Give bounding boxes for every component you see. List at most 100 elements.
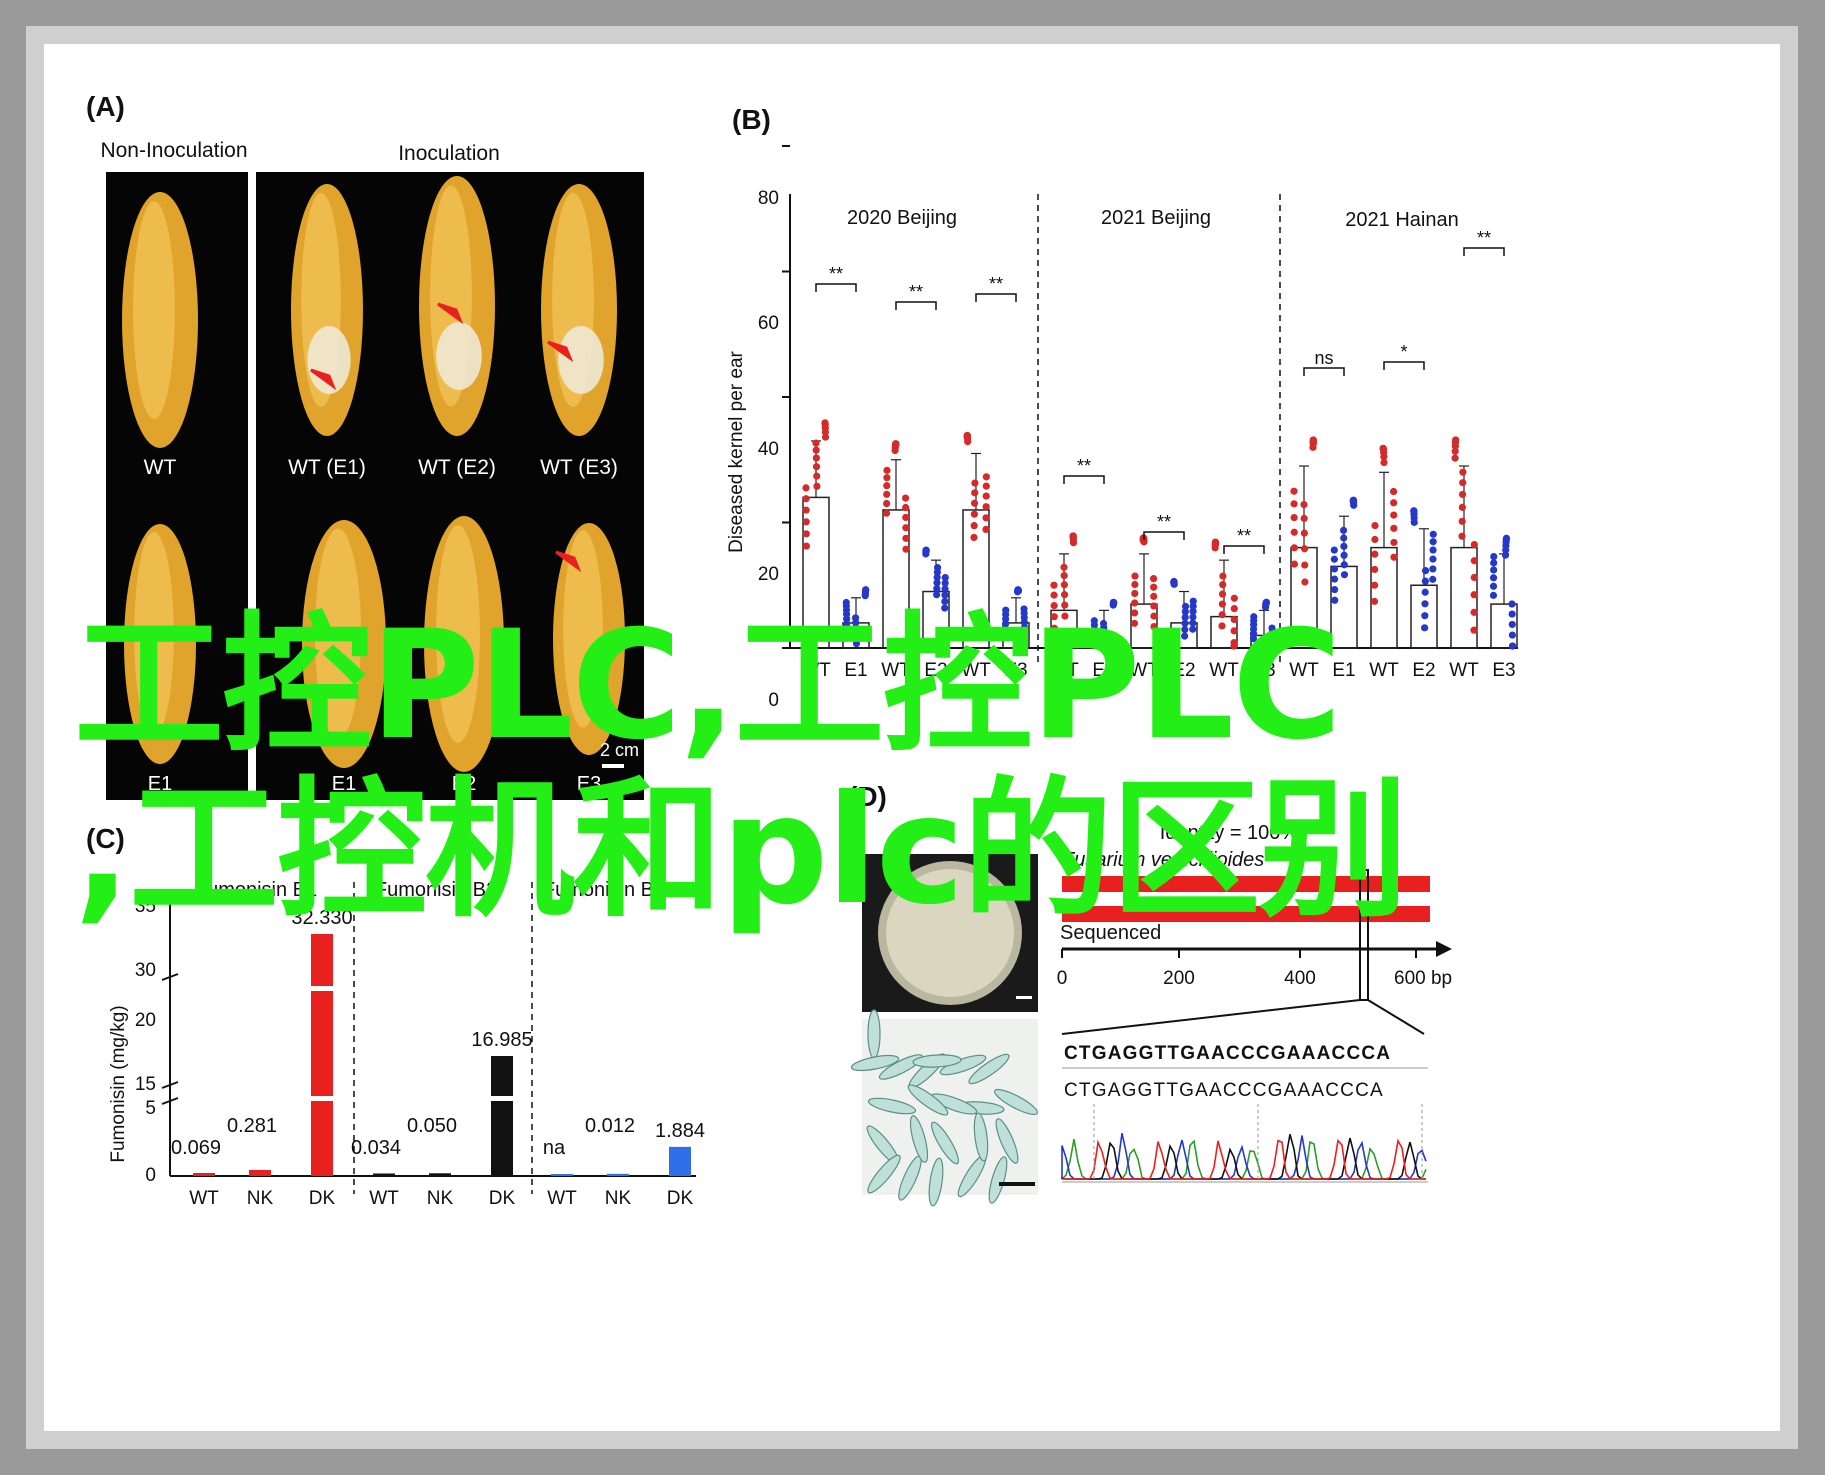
point-1-2-12: [1150, 583, 1158, 591]
point-0-3-16: [922, 547, 930, 555]
point-1-3-15: [1181, 632, 1189, 640]
point-0-2-0: [902, 545, 910, 553]
c-ytick-0: 0: [145, 1165, 156, 1186]
red-arrow-e2: [437, 302, 464, 325]
point-2-5-14: [1502, 546, 1510, 554]
point-2-4-17: [1470, 626, 1478, 634]
point-2-0-15: [1301, 578, 1309, 586]
point-1-2-6: [1150, 602, 1158, 610]
point-0-5-3: [1001, 625, 1010, 633]
scale-bar: [602, 764, 624, 768]
point-2-0-16: [1309, 443, 1317, 451]
point-2-5-3: [1489, 582, 1498, 590]
point-0-3-12: [933, 585, 941, 593]
point-1-2-1: [1131, 572, 1139, 580]
point-2-4-13: [1459, 479, 1467, 487]
point-0-0-1: [821, 433, 830, 441]
read-sequence: CTGAGGTTGAACCCGAAACCCA: [1064, 1080, 1384, 1101]
bp-tick-200: 200: [1163, 968, 1195, 989]
point-2-4-14: [1470, 608, 1478, 616]
xlabel-1-2: WT: [1129, 660, 1159, 681]
point-1-3-16: [1170, 580, 1178, 588]
red-arrow-e3: [547, 340, 574, 363]
panel-c-ylabel: Fumonisin (mg/kg): [108, 1005, 129, 1162]
spore-18: [907, 1084, 949, 1116]
point-2-2-10: [1371, 565, 1379, 574]
c-bar-0-1: [249, 1169, 271, 1176]
c-value-label-0-1: 0.281: [227, 1115, 277, 1137]
trace-1: [1061, 1133, 1427, 1180]
sig-label-1-2: **: [1237, 526, 1251, 546]
spore-7: [931, 1121, 959, 1165]
xlabel-1-1: E1: [1092, 660, 1115, 681]
point-0-5-13: [1020, 623, 1029, 631]
point-2-1-11: [1330, 575, 1339, 583]
point-0-0-16: [821, 419, 829, 427]
point-0-1-4: [852, 634, 860, 642]
c-value-label-1-0: 0.034: [351, 1137, 401, 1159]
panel-a-label: (A): [86, 91, 125, 122]
xlabel-1-0: WT: [1049, 660, 1079, 681]
point-1-0-15: [1061, 612, 1069, 620]
point-2-0-14: [1290, 500, 1298, 508]
point-1-5-7: [1268, 634, 1276, 642]
point-2-0-3: [1300, 514, 1308, 522]
point-0-0-9: [812, 463, 821, 471]
figure-canvas: (A) Non-Inoculation Inoculation WT WT (E…: [86, 91, 1518, 1209]
c-ytick-5: 5: [145, 1098, 156, 1119]
panel-b-ylabel: Diseased kernel per ear: [726, 350, 747, 552]
point-2-1-1: [1340, 571, 1349, 579]
c-bar-0-0: [193, 1173, 215, 1176]
ytick-20: 20: [758, 564, 779, 585]
point-1-4-5: [1230, 604, 1238, 613]
point-0-0-17: [802, 484, 810, 492]
ear-label-e1-a: E1: [148, 773, 172, 795]
organism-label: Fusarium verticillioides: [1062, 849, 1264, 871]
c-bar-2-1: [607, 1173, 629, 1176]
sig-label-2-0: ns: [1314, 348, 1333, 368]
point-0-1-15: [862, 586, 870, 594]
point-2-3-16: [1410, 518, 1418, 526]
point-1-2-15: [1149, 575, 1158, 583]
c-xlabel-0-2: DK: [309, 1188, 336, 1209]
ear-label-e2: E2: [452, 773, 476, 795]
xlabel-0-1: E1: [844, 660, 867, 681]
point-1-2-4: [1131, 580, 1139, 589]
reference-bar: [1062, 876, 1430, 892]
point-0-4-1: [970, 533, 978, 542]
trace-3: [1062, 1138, 1426, 1180]
c-bar-2-2: [669, 1146, 691, 1176]
c-bar-1-0: [373, 1173, 395, 1176]
bp-axis-arrow: [1436, 941, 1452, 957]
point-2-1-17: [1331, 596, 1339, 604]
point-2-4-9: [1451, 442, 1459, 450]
point-0-2-15: [901, 494, 910, 502]
point-0-1-16: [851, 614, 860, 622]
chromatogram: [1061, 1104, 1428, 1183]
point-2-1-13: [1340, 534, 1348, 542]
point-2-4-11: [1470, 591, 1478, 599]
xlabel-0-2: WT: [881, 660, 911, 681]
panel-b-label: (B): [732, 104, 771, 135]
point-1-2-0: [1150, 622, 1158, 631]
c-bar-break-0-2-1: [310, 1096, 334, 1101]
bp-axis-ticks: [1061, 949, 1417, 958]
point-1-3-5: [1189, 619, 1197, 627]
point-0-0-0: [812, 439, 820, 447]
sig-bracket-0-1: [895, 301, 937, 310]
c-xlabel-0-0: WT: [189, 1188, 219, 1209]
point-0-0-8: [802, 518, 810, 526]
point-2-0-9: [1300, 545, 1309, 553]
point-2-0-5: [1290, 544, 1298, 552]
image-frame: (A) Non-Inoculation Inoculation WT WT (E…: [26, 26, 1798, 1449]
point-2-3-11: [1429, 546, 1437, 554]
point-1-3-3: [1181, 608, 1189, 616]
point-0-4-17: [982, 525, 990, 533]
point-0-4-8: [982, 492, 990, 500]
point-2-5-12: [1490, 559, 1498, 567]
point-1-2-13: [1130, 609, 1139, 617]
watermark-line-2: ,工控机和plc的区别: [74, 764, 1409, 938]
point-2-4-10: [1458, 490, 1467, 499]
point-2-2-14: [1380, 453, 1388, 461]
point-2-1-7: [1340, 551, 1348, 559]
